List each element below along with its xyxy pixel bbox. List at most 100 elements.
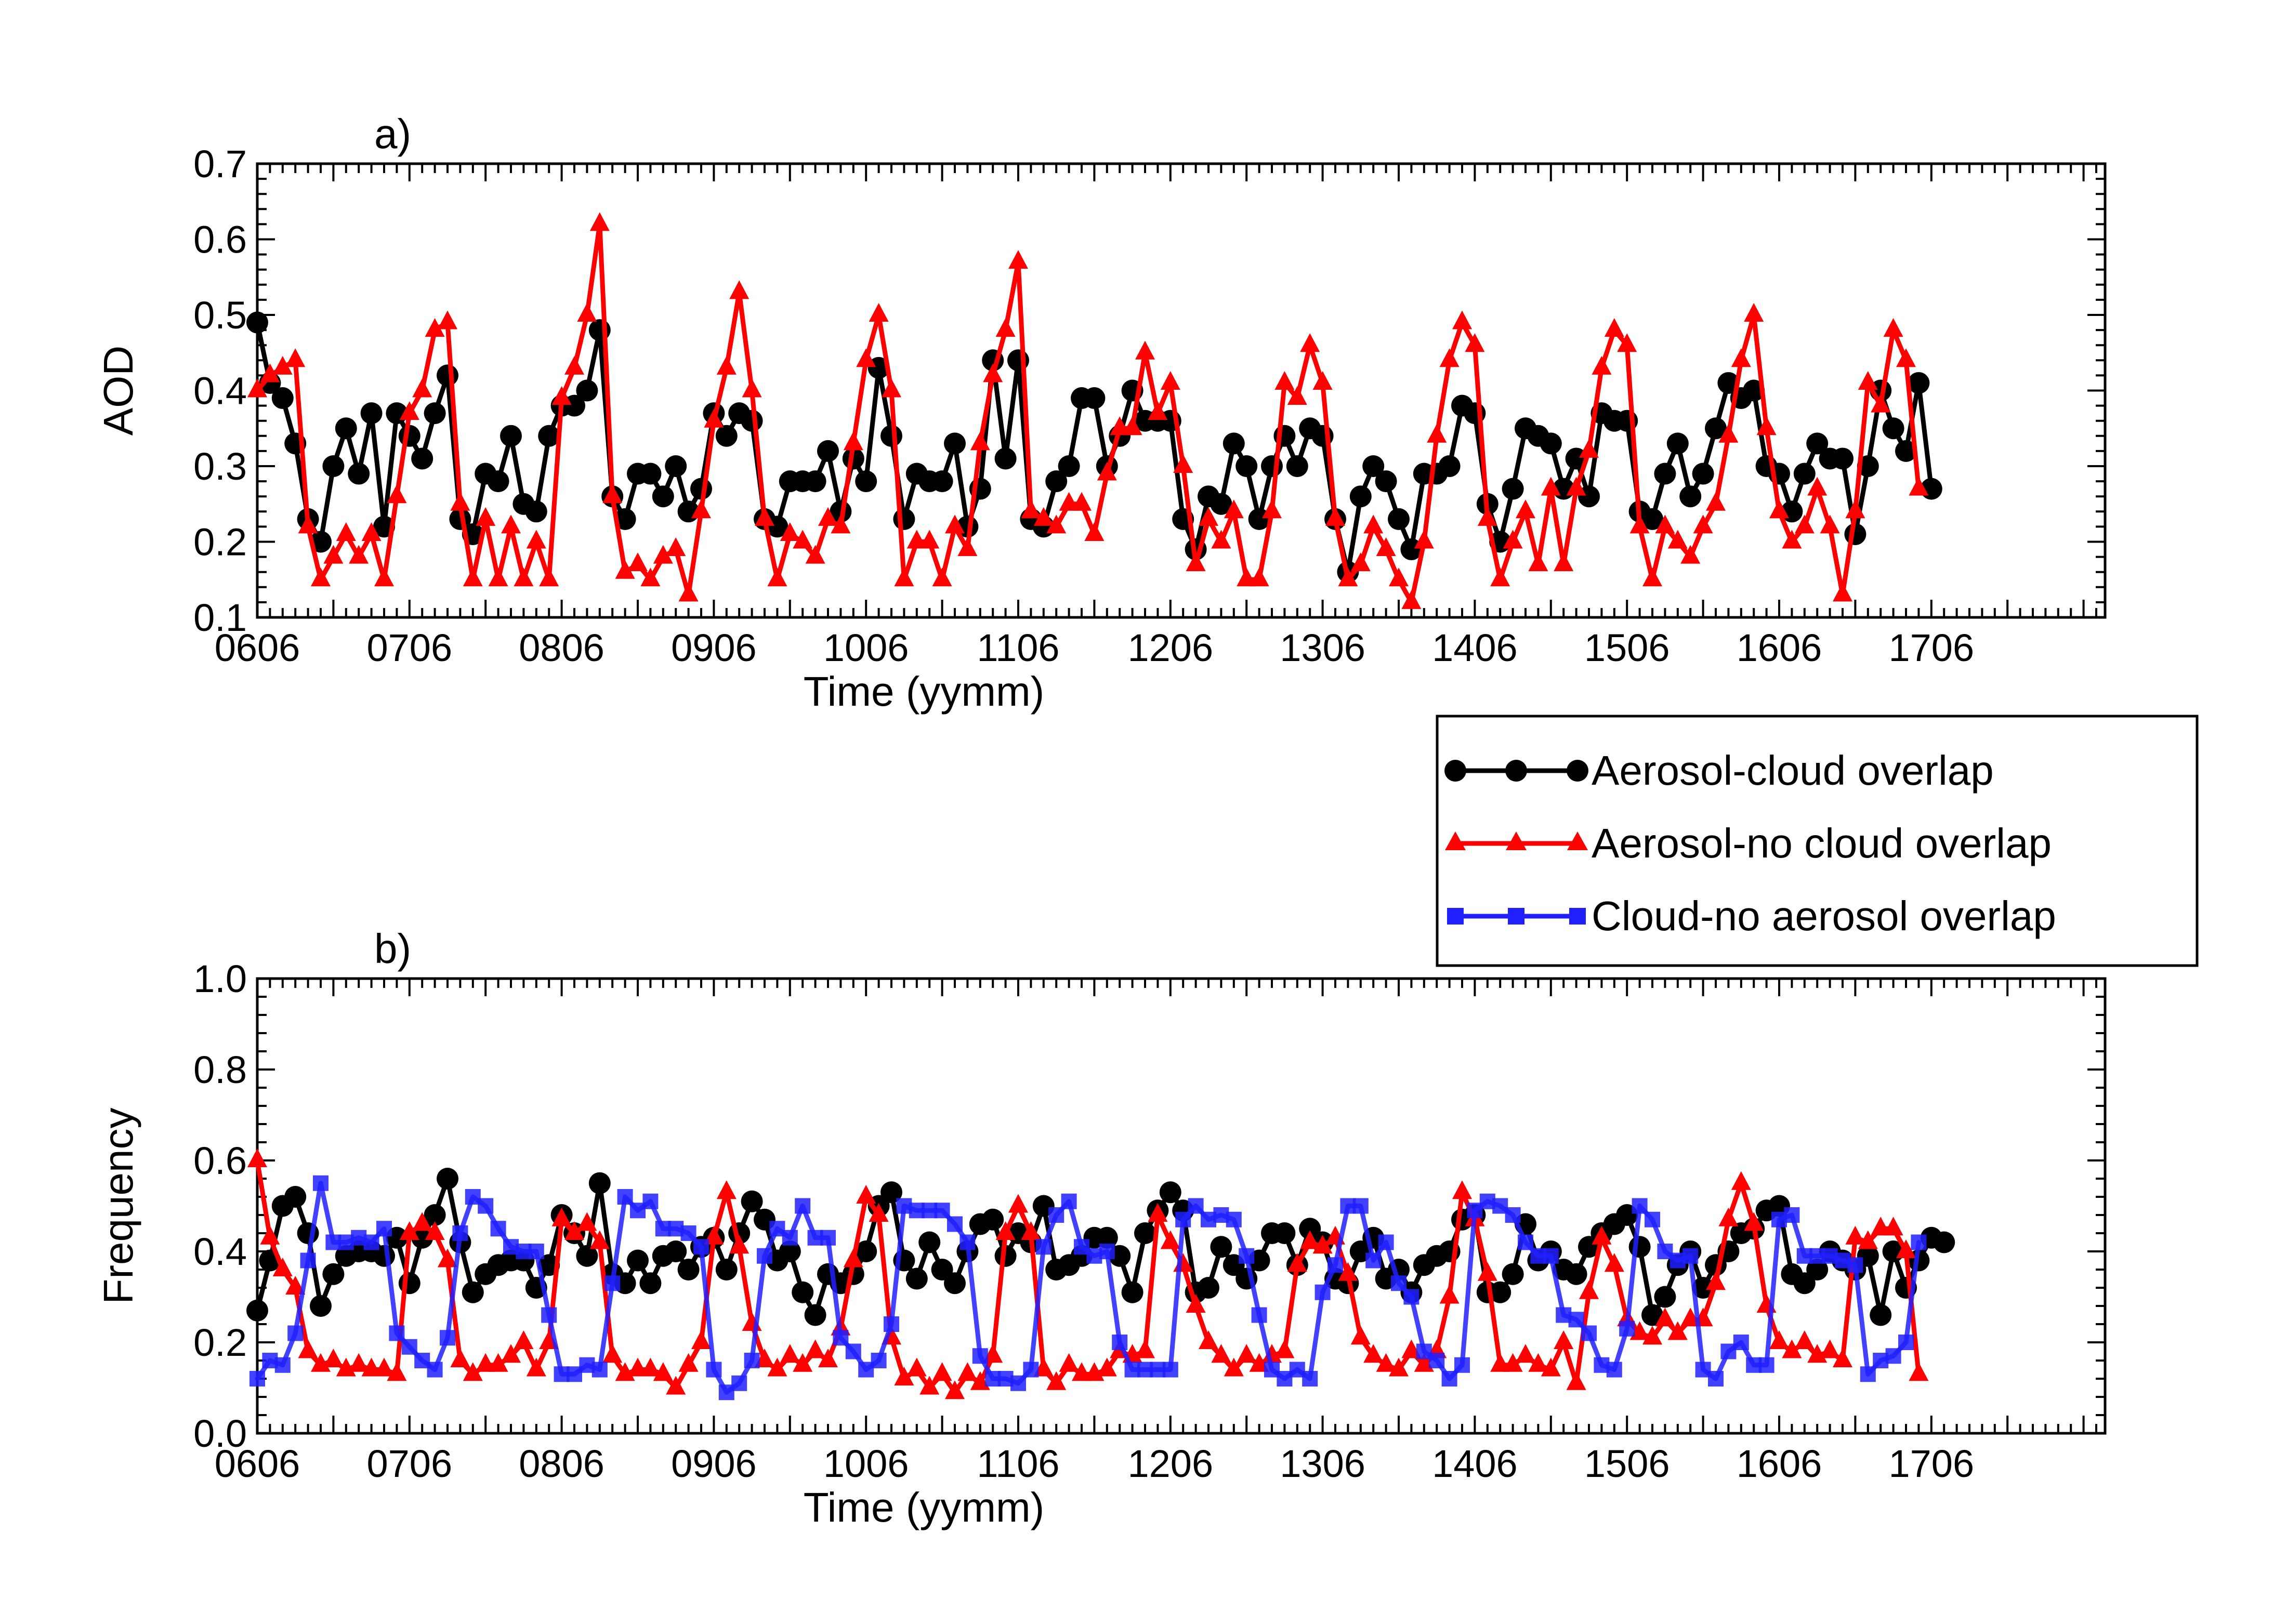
data-point [1528,1353,1548,1372]
data-point [488,567,508,587]
data-point [1794,1330,1815,1349]
data-point [576,1245,598,1267]
x-tick-label: 1606 [1737,1442,1822,1485]
data-point [1503,1353,1523,1372]
data-point [918,1231,941,1253]
data-point [1505,1207,1521,1223]
y-tick-label: 0.7 [193,142,247,186]
data-point [1566,1371,1586,1390]
data-point [1010,1375,1026,1391]
data-point [1261,455,1283,477]
x-tick-label: 1106 [977,626,1059,669]
data-point [298,1339,318,1358]
data-point [1784,1207,1800,1223]
y-tick-label: 0.2 [193,521,247,564]
data-point [374,567,394,587]
data-point [1706,1271,1726,1290]
data-point [348,463,370,485]
data-point [1099,1244,1115,1259]
data-point [1541,1357,1561,1377]
data-point [1477,507,1497,526]
data-point [1565,1263,1587,1285]
data-point [782,1230,798,1246]
data-point [1186,552,1206,572]
data-point [349,545,369,564]
data-point [1211,1344,1231,1363]
data-point [1198,1277,1219,1299]
data-point [1566,477,1586,496]
data-point [1579,439,1599,458]
data-point [652,485,674,508]
data-point [716,355,737,375]
y-tick-label: 0.3 [193,445,247,488]
data-point [1870,1304,1892,1326]
data-point [1148,401,1168,420]
data-point [514,1330,534,1349]
data-point [247,1148,267,1167]
data-point [1847,1257,1863,1273]
plot-frame [256,977,2107,1435]
data-point [246,311,268,334]
data-point [1655,1308,1675,1327]
data-point [1035,1239,1051,1255]
data-point [310,1295,332,1317]
data-point [691,1330,711,1349]
data-point [931,1259,953,1280]
data-point [525,500,547,523]
y-tick-label: 0.8 [193,1048,247,1091]
data-point [653,1362,673,1381]
x-tick-label: 0906 [671,1442,757,1485]
data-point [1911,1234,1927,1250]
data-point [589,212,610,231]
legend-marker [1567,760,1588,782]
data-point [551,1207,572,1226]
data-point [1933,1231,1955,1253]
data-point [1516,499,1535,519]
data-point [678,583,699,602]
data-point [478,1198,494,1214]
data-point [947,1216,963,1232]
panel-label: b) [374,926,411,972]
data-point [880,425,902,447]
data-point [1059,492,1079,511]
data-point [1628,1236,1651,1258]
data-point [1718,1207,1739,1226]
data-point [463,1362,483,1381]
panel-b: 0606 0706 0806 0906 1006 1106 1206 1306 1406 1506… [95,926,2107,1530]
data-point [1528,552,1548,572]
data-point [1490,567,1510,587]
data-point [934,1203,950,1219]
y-tick-label: 0.6 [193,218,247,261]
data-point [715,1259,738,1280]
data-point [500,425,522,447]
data-point [731,1375,747,1391]
x-tick-label: 0806 [519,1442,604,1485]
data-point [716,1180,737,1199]
data-point [665,1240,687,1262]
x-tick-label: 1006 [823,626,909,669]
data-point [487,470,509,493]
data-point [677,1259,700,1280]
y-tick-label: 0.0 [193,1412,247,1455]
data-point [1375,470,1397,493]
data-point [1858,371,1878,390]
data-point [893,508,915,530]
data-point [1452,310,1472,329]
data-point [1350,1326,1371,1345]
data-point [1224,1357,1244,1377]
data-point [729,1235,750,1254]
y-tick-label: 0.4 [193,1230,247,1273]
data-point [919,530,940,549]
data-point [1617,333,1637,352]
data-point [1148,1203,1168,1222]
data-point [805,545,825,564]
data-point [1363,1344,1384,1363]
data-point [741,1190,763,1212]
data-point [639,463,662,485]
data-point [779,1240,801,1262]
data-point [1794,514,1815,534]
data-point [706,1362,722,1378]
data-point [1338,1262,1358,1281]
data-point [804,470,826,493]
x-tick-label: 0806 [519,626,604,669]
